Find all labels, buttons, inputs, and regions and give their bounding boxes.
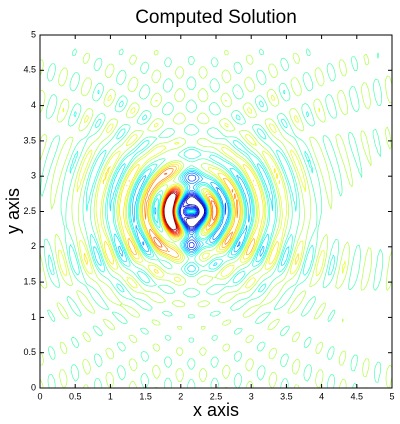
x-tick-label: 1.5 xyxy=(139,391,152,401)
x-tick-label: 3 xyxy=(249,391,254,401)
chart-title: Computed Solution xyxy=(135,7,297,28)
x-tick-label: 0 xyxy=(37,391,42,401)
y-tick-label: 2 xyxy=(31,241,36,251)
contour-line xyxy=(180,193,206,230)
x-tick-label: 1 xyxy=(108,391,113,401)
contour-line xyxy=(179,192,207,248)
contour-line xyxy=(163,192,177,231)
contour-line xyxy=(162,190,179,233)
x-tick-label: 4 xyxy=(319,391,324,401)
x-tick-label: 2.5 xyxy=(210,391,223,401)
contour-line xyxy=(182,195,206,229)
contour-line xyxy=(40,48,384,389)
x-tick-label: 2 xyxy=(178,391,183,401)
y-tick-label: 0 xyxy=(31,382,36,392)
contour-line xyxy=(39,49,393,389)
x-tick-label: 4.5 xyxy=(351,391,364,401)
y-tick-label: 4.5 xyxy=(23,65,36,75)
y-tick-label: 4 xyxy=(31,100,36,110)
y-tick-label: 3.5 xyxy=(23,135,36,145)
contour-line xyxy=(93,163,290,273)
contour-line xyxy=(144,167,239,252)
contour-line xyxy=(178,174,227,251)
contour-field xyxy=(39,48,393,389)
x-axis-label: x axis xyxy=(193,400,239,420)
y-tick-label: 1 xyxy=(31,312,36,322)
y-axis-label: y axis xyxy=(3,188,23,234)
y-tick-label: 5 xyxy=(31,29,36,39)
contour-line xyxy=(142,172,241,252)
x-tick-label: 0.5 xyxy=(69,391,82,401)
contour-line xyxy=(83,163,299,274)
contour-line xyxy=(47,89,335,293)
plot-frame xyxy=(39,34,393,389)
contour-line xyxy=(39,94,346,292)
contour-line xyxy=(185,196,205,228)
y-tick-label: 3 xyxy=(31,171,36,181)
y-tick-label: 1.5 xyxy=(23,276,36,286)
contour-line xyxy=(163,191,178,232)
x-tick-label: 3.5 xyxy=(280,391,293,401)
contour-line xyxy=(118,171,265,257)
x-tick-label: 5 xyxy=(389,391,394,401)
y-tick-label: 2.5 xyxy=(23,206,36,216)
y-tick-label: 0.5 xyxy=(23,347,36,357)
